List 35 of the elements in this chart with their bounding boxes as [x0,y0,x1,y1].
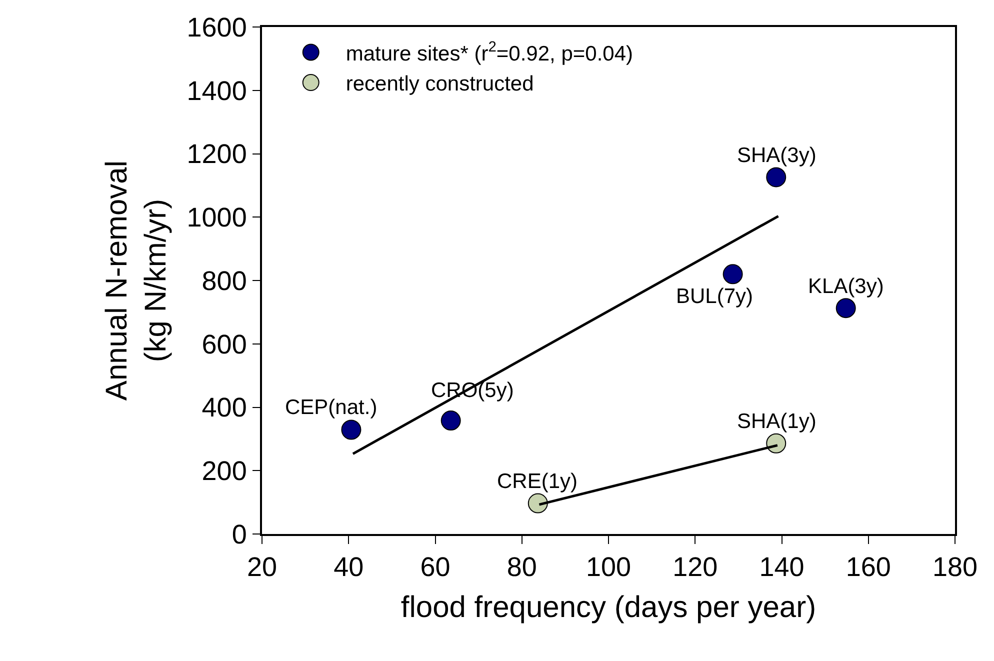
point [722,264,743,284]
y-tick-label: 0 [232,519,247,550]
y-tick-label: 1000 [186,202,247,233]
y-tick-label: 400 [202,392,247,423]
point [440,410,461,431]
x-tick-label: 180 [932,552,978,582]
point [766,167,786,188]
y-axis-title: Annual N-removal (kg N/km/yr) [100,160,172,401]
y-tick-label: 1200 [186,139,247,170]
y-tick-label: 1600 [186,12,247,42]
annotation: KLA(3y) [808,275,884,298]
point [766,433,786,454]
legend-label: mature sites* (r$^{2}$=0.92, p=0.04) [346,40,634,66]
annotation: CEP(nat.) [285,396,378,419]
legend-label: recently constructed [346,72,534,96]
point [341,420,362,440]
y-tick-label: 800 [202,266,247,296]
point [836,298,856,318]
x-tick-label: 40 [334,552,364,582]
x-tick-label: 60 [420,552,450,582]
x-tick-label: 120 [672,552,718,582]
point [528,493,548,514]
y-tick-label: 600 [202,329,247,360]
annotation: SHA(3y) [737,144,816,167]
x-tick-label: 20 [246,552,278,582]
x-tick-label: 140 [759,552,804,582]
x-tick-label: 80 [506,552,537,582]
annotation: CRE(1y) [497,470,578,493]
y-tick-label: 1400 [186,76,247,106]
annotation: BUL(7y) [676,285,754,308]
x-axis-title: flood frequency (days per year) [400,591,816,624]
x-tick-label: 160 [846,552,891,582]
annotation: SHA(1y) [737,410,816,433]
y-tick-label: 200 [202,456,247,486]
x-tick-label: 100 [586,552,632,582]
